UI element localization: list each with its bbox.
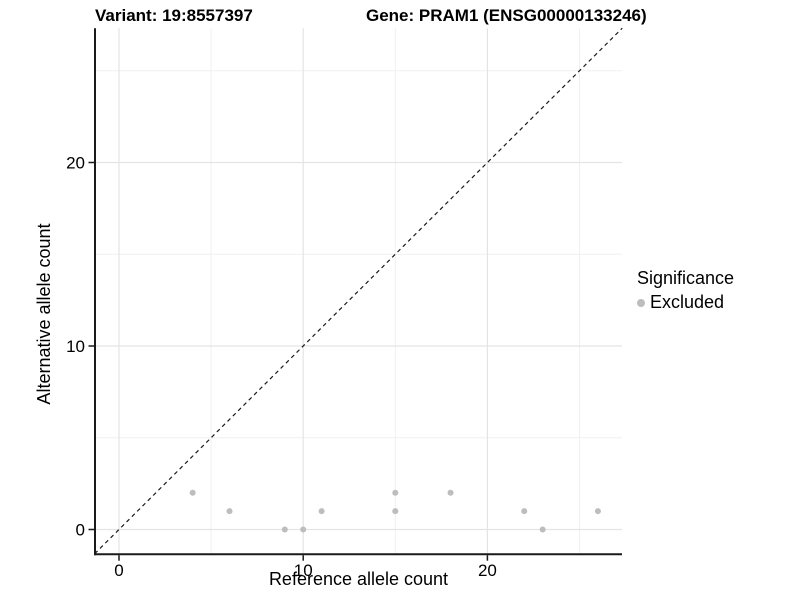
data-point bbox=[318, 508, 325, 515]
x-tick-label: 0 bbox=[114, 561, 123, 580]
legend-title: Significance bbox=[637, 268, 735, 288]
legend-entry-excluded: Excluded bbox=[637, 292, 734, 313]
data-point bbox=[392, 508, 399, 515]
excluded-point-icon bbox=[637, 298, 645, 307]
data-point bbox=[521, 508, 528, 515]
data-point bbox=[392, 489, 399, 496]
identity-line bbox=[94, 27, 623, 555]
x-tick-label: 10 bbox=[294, 561, 313, 580]
y-tick-label: 10 bbox=[66, 337, 85, 356]
data-point bbox=[281, 526, 288, 533]
x-tick-label: 20 bbox=[478, 561, 497, 580]
gene-title: Gene: PRAM1 (ENSG00000133246) bbox=[366, 6, 647, 25]
data-point bbox=[539, 526, 546, 533]
y-tick-label: 0 bbox=[76, 521, 85, 540]
data-point bbox=[447, 489, 454, 496]
data-point bbox=[226, 508, 233, 515]
y-tick-label: 20 bbox=[66, 154, 85, 173]
data-point bbox=[594, 508, 601, 515]
data-point bbox=[189, 489, 196, 496]
y-axis-label: Alternative allele count bbox=[34, 223, 54, 405]
x-axis-label: Reference allele count bbox=[268, 569, 449, 589]
variant-title: Variant: 19:8557397 bbox=[95, 6, 253, 25]
data-point bbox=[300, 526, 307, 533]
legend-entry-label: Excluded bbox=[650, 292, 725, 312]
legend: Significance Excluded bbox=[637, 268, 734, 313]
